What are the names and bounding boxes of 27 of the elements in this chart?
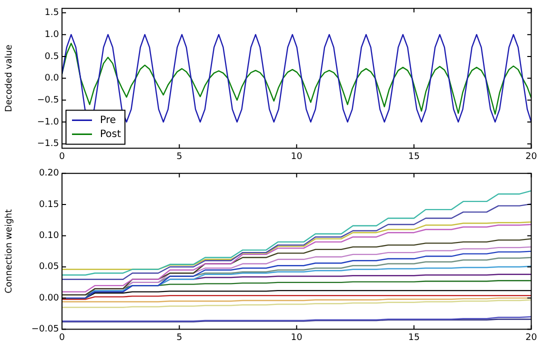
y-tick-label: 0.05 bbox=[38, 262, 59, 272]
x-tick-label: 15 bbox=[408, 152, 420, 162]
y-axis-title: Decoded value bbox=[4, 44, 15, 112]
y-tick-label: −0.05 bbox=[31, 324, 59, 335]
y-tick-label: −1.0 bbox=[37, 117, 60, 128]
x-tick-label: 20 bbox=[526, 152, 538, 162]
y-tick-label: 0.0 bbox=[44, 74, 60, 84]
y-tick-label: 0.15 bbox=[38, 200, 59, 210]
y-tick-label: 0.00 bbox=[38, 293, 60, 304]
x-tick-label: 0 bbox=[59, 152, 66, 162]
y-tick-label: 0.5 bbox=[44, 52, 59, 62]
legend-label: Pre bbox=[100, 114, 116, 126]
x-tick-label: 10 bbox=[290, 152, 303, 162]
legend-label: Post bbox=[100, 128, 121, 140]
y-tick-label: 0.10 bbox=[38, 231, 60, 242]
x-tick-label: 20 bbox=[526, 332, 538, 343]
y-tick-label: −1.5 bbox=[37, 139, 59, 150]
x-tick-label: 5 bbox=[176, 152, 182, 162]
y-tick-label: −0.5 bbox=[37, 95, 59, 106]
y-tick-label: 1.0 bbox=[44, 30, 60, 40]
x-tick-label: 0 bbox=[59, 332, 66, 343]
y-axis-title: Connection weight bbox=[4, 208, 15, 294]
y-tick-label: 0.20 bbox=[38, 168, 60, 179]
y-tick-label: 1.5 bbox=[44, 8, 59, 18]
x-tick-label: 5 bbox=[176, 332, 182, 343]
x-tick-label: 15 bbox=[408, 332, 420, 343]
x-tick-label: 10 bbox=[290, 332, 303, 343]
